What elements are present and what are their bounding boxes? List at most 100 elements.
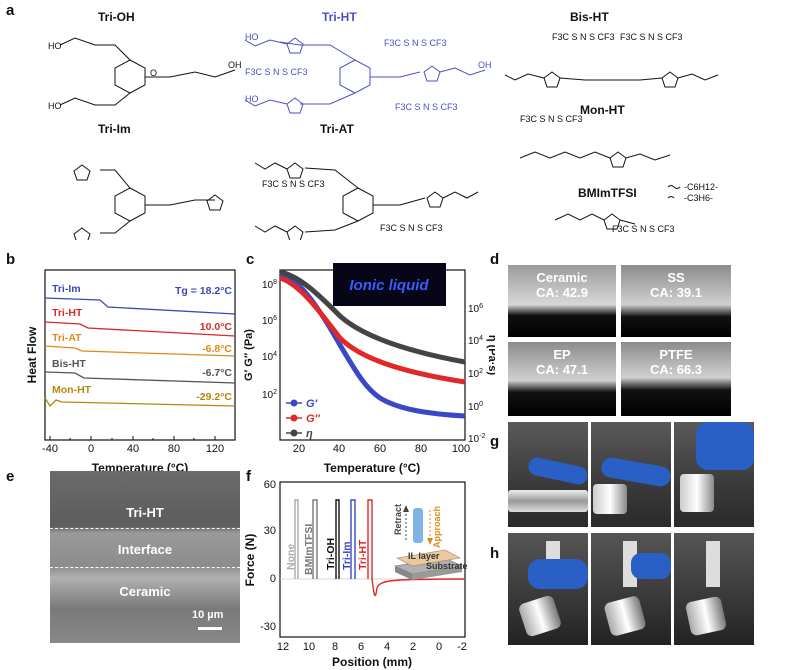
dsc-curve-tri-at bbox=[44, 345, 236, 357]
structure-atom-text: F3C S N S CF3 bbox=[520, 114, 583, 124]
inset-il-layer: IL layer bbox=[408, 551, 440, 561]
series-tg-tri-im: Tg = 18.2°C bbox=[175, 285, 232, 297]
dsc-curve-bis-ht bbox=[44, 371, 236, 384]
dsc-curve-tri-im bbox=[44, 297, 236, 315]
rheology-chart: Ionic liquid 102 104 106 108 10-2 100 10… bbox=[243, 263, 495, 475]
interface-boundary-line bbox=[50, 567, 240, 568]
scale-bar bbox=[198, 627, 222, 630]
y-right-tick: 104 bbox=[468, 335, 483, 347]
contact-angle-photo-ceramic bbox=[508, 265, 616, 337]
x-tick-label: 0 bbox=[436, 641, 442, 653]
curve-eta bbox=[279, 269, 466, 365]
panel-c-label: c bbox=[246, 251, 255, 268]
y-right-axis-label: η (Pa·s) bbox=[486, 335, 495, 376]
molecule-name-tri-ht: Tri-HT bbox=[322, 10, 357, 24]
chemical-structures: O HO HO OH F3C S N S CF3 F3C S N S CF3 F… bbox=[48, 32, 719, 240]
series-label-mon-ht: Mon-HT bbox=[52, 384, 92, 396]
series-label-tri-ht: Tri-HT bbox=[52, 307, 83, 319]
x-axis-label: Temperature (°C) bbox=[324, 461, 421, 475]
y-tick-label: 30 bbox=[264, 525, 276, 537]
curve-label-tri-im: Tri-Im bbox=[341, 541, 353, 570]
hanging-weight-photo-h3 bbox=[674, 533, 754, 645]
inset-approach: Approach bbox=[432, 506, 442, 548]
x-tick-label: -40 bbox=[42, 443, 58, 455]
x-tick-label: 0 bbox=[88, 443, 94, 455]
x-tick-label: 40 bbox=[333, 443, 345, 455]
y-left-tick: 108 bbox=[262, 279, 277, 291]
series-tg-tri-at: -6.8°C bbox=[202, 343, 232, 355]
y-left-axis-label: G′ G″ (Pa) bbox=[243, 329, 255, 381]
x-tick-label: 20 bbox=[293, 443, 305, 455]
structure-atom-text: F3C S N S CF3 bbox=[395, 102, 458, 112]
contact-angle-label-ceramic: Ceramic CA: 42.9 bbox=[535, 270, 589, 300]
x-tick-label: 2 bbox=[410, 641, 416, 653]
structure-atom-text: HO bbox=[245, 32, 259, 42]
contact-angle-label-ep: EP CA: 47.1 bbox=[535, 347, 589, 377]
y-left-tick: 106 bbox=[262, 315, 277, 327]
curve-label-tri-ht: Tri-HT bbox=[357, 539, 369, 570]
panel-a-label: a bbox=[6, 2, 15, 19]
region-label-ceramic: Ceramic bbox=[119, 584, 171, 599]
y-tick-label: 60 bbox=[264, 479, 276, 491]
panel-b-label: b bbox=[6, 251, 16, 268]
inset-retract: Retract bbox=[393, 504, 403, 535]
y-right-tick: 10-2 bbox=[468, 433, 485, 445]
curve-label-bmimtfsi: BMImTFSI bbox=[303, 524, 315, 575]
adhesion-photo-g1 bbox=[508, 422, 588, 527]
legend-g-prime: G′ bbox=[306, 398, 319, 410]
molecule-name-bis-ht: Bis-HT bbox=[570, 10, 609, 24]
dsc-curve-mon-ht bbox=[44, 397, 236, 408]
series-label-tri-im: Tri-Im bbox=[52, 283, 81, 295]
y-axis-label: Force (N) bbox=[243, 534, 257, 587]
contact-angle-photo-ep bbox=[508, 342, 616, 416]
structure-atom-text: HO bbox=[48, 101, 62, 111]
x-tick-label: 60 bbox=[374, 443, 386, 455]
y-left-tick: 102 bbox=[262, 389, 277, 401]
region-label-interface: Interface bbox=[117, 542, 173, 557]
curve-label-tri-oh: Tri-OH bbox=[325, 538, 337, 570]
y-right-tick: 102 bbox=[468, 368, 483, 380]
ionic-liquid-inset bbox=[333, 263, 446, 306]
contact-angle-label-ss: SS CA: 39.1 bbox=[649, 270, 703, 300]
structure-atom-text: F3C S N S CF3 bbox=[620, 32, 683, 42]
legend-c3h6: -C3H6- bbox=[684, 193, 713, 203]
structure-atom-text: OH bbox=[478, 60, 492, 70]
x-tick-label: 4 bbox=[384, 641, 390, 653]
structure-atom-text: HO bbox=[245, 94, 259, 104]
y-left-tick: 104 bbox=[262, 351, 277, 363]
x-tick-label: 100 bbox=[452, 443, 470, 455]
x-tick-label: 120 bbox=[206, 443, 224, 455]
x-axis-label: Position (mm) bbox=[332, 655, 412, 669]
x-tick-label: 10 bbox=[303, 641, 315, 653]
legend-eta: η bbox=[306, 428, 313, 440]
scale-bar-label: 10 µm bbox=[192, 609, 224, 621]
x-tick-label: 80 bbox=[415, 443, 427, 455]
force-curve-tri-oh bbox=[335, 499, 340, 579]
panel-g-label: g bbox=[490, 433, 500, 450]
adhesion-photo-g3 bbox=[674, 422, 754, 527]
y-tick-label: 0 bbox=[270, 573, 276, 585]
sem-image: Tri-HT Interface Ceramic 10 µm bbox=[50, 471, 240, 643]
structure-atom-text: F3C S N S CF3 bbox=[384, 38, 447, 48]
panel-f-label: f bbox=[246, 468, 251, 485]
x-tick-label: 8 bbox=[332, 641, 338, 653]
adhesion-photo-g2 bbox=[591, 422, 671, 527]
hanging-weight-photo-h1 bbox=[508, 533, 588, 645]
y-right-tick: 100 bbox=[468, 401, 483, 413]
structure-atom-text: HO bbox=[48, 41, 62, 51]
force-curve-none bbox=[294, 499, 299, 579]
structure-atom-text: F3C S N S CF3 bbox=[612, 224, 675, 234]
y-right-tick: 106 bbox=[468, 303, 483, 315]
molecule-name-tri-oh: Tri-OH bbox=[98, 10, 135, 24]
region-label-tri-ht: Tri-HT bbox=[126, 505, 164, 520]
panel-h-label: h bbox=[490, 545, 500, 562]
molecule-name-bmimtfsi: BMImTFSI bbox=[578, 186, 637, 200]
x-tick-label: 6 bbox=[358, 641, 364, 653]
molecule-name-tri-at: Tri-AT bbox=[320, 122, 354, 136]
structure-atom-text: F3C S N S CF3 bbox=[380, 223, 443, 233]
adhesion-schematic-inset bbox=[393, 505, 464, 580]
series-tg-bis-ht: -6.7°C bbox=[202, 367, 232, 379]
series-label-bis-ht: Bis-HT bbox=[52, 358, 86, 370]
structure-atom-text: F3C S N S CF3 bbox=[245, 67, 308, 77]
x-tick-label: 12 bbox=[277, 641, 289, 653]
